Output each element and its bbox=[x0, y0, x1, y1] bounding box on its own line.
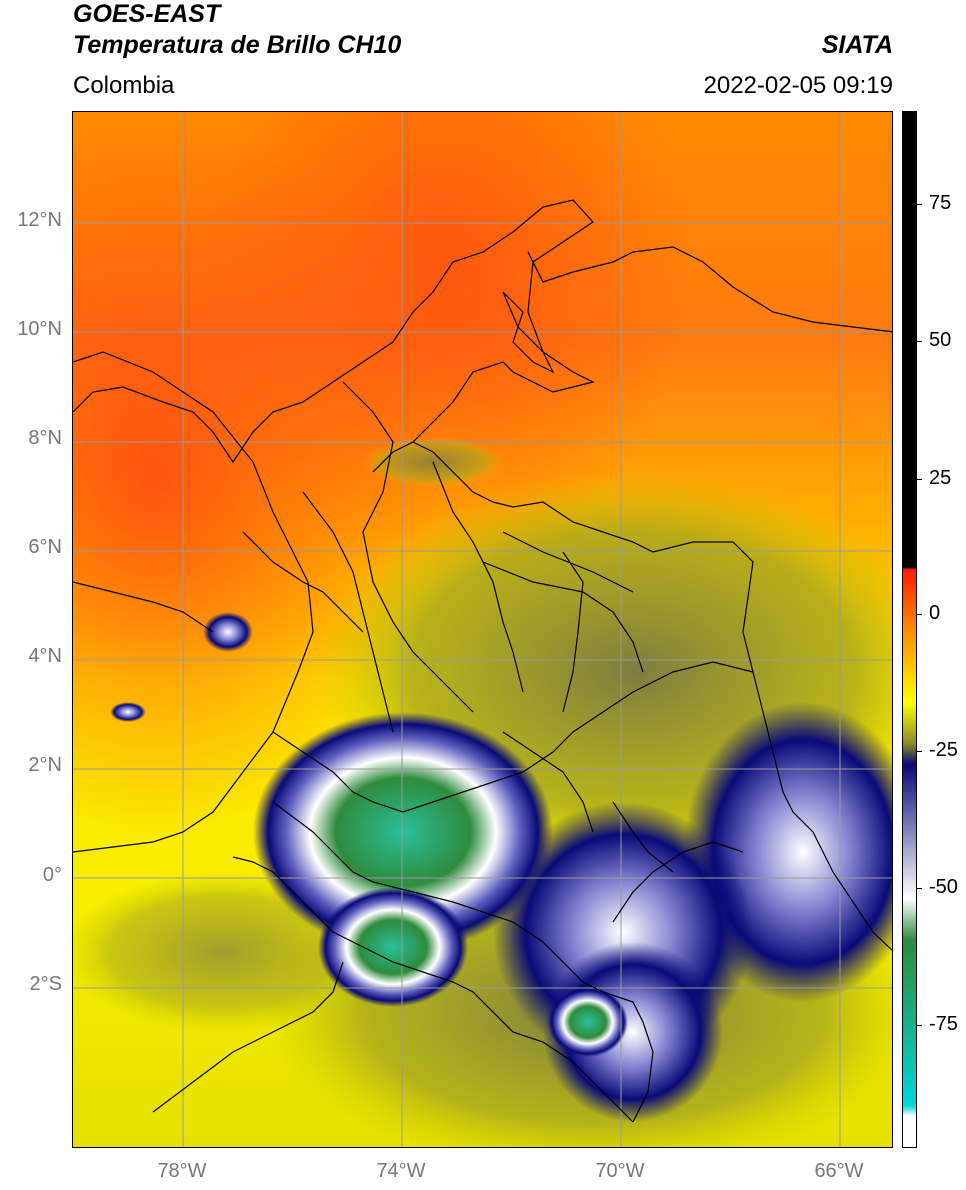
colorbar-tick bbox=[917, 751, 922, 752]
department-border-2 bbox=[432, 461, 524, 693]
colorbar-label: -50 bbox=[929, 876, 958, 898]
colorbar-label: -25 bbox=[929, 739, 958, 761]
colorbar-label: 0 bbox=[929, 602, 941, 624]
satellite-map bbox=[72, 111, 893, 1148]
satellite-title: GOES-EAST bbox=[73, 0, 221, 28]
lat-tick-label: 2°S bbox=[29, 973, 62, 995]
lat-tick-label: 2°N bbox=[28, 754, 62, 776]
ecuador-peru-border bbox=[272, 801, 654, 1123]
colorbar-tick bbox=[917, 1025, 922, 1026]
product-title: Temperatura de Brillo CH10 bbox=[73, 31, 402, 59]
department-border-9 bbox=[612, 841, 744, 923]
colorbar-label: 50 bbox=[929, 329, 952, 351]
department-border-3 bbox=[302, 491, 394, 733]
storm-core-small bbox=[548, 987, 628, 1057]
lat-tick-label: 8°N bbox=[28, 427, 62, 449]
colorbar-tick bbox=[917, 204, 922, 205]
storm-cell-coast bbox=[110, 702, 146, 722]
map-canvas bbox=[73, 112, 892, 1147]
lat-tick-label: 12°N bbox=[17, 209, 62, 231]
colorbar-label: 75 bbox=[929, 192, 952, 214]
colorbar-label: -75 bbox=[929, 1013, 958, 1035]
caribbean-coastline bbox=[73, 199, 595, 473]
lat-tick-label: 6°N bbox=[28, 536, 62, 558]
storm-core-main bbox=[253, 712, 553, 952]
brazil-border bbox=[812, 831, 892, 951]
venezuela-border bbox=[412, 441, 814, 833]
storm-core-south bbox=[318, 887, 468, 1007]
internal-border-a bbox=[272, 661, 754, 813]
lon-tick-label: 66°W bbox=[814, 1160, 864, 1182]
department-border-7 bbox=[502, 731, 594, 833]
venezuela-coast bbox=[527, 246, 892, 333]
lake-maracaibo bbox=[502, 291, 555, 374]
department-border-1 bbox=[342, 381, 474, 713]
borders bbox=[73, 199, 892, 1123]
pacific-coastline bbox=[73, 351, 314, 853]
datetime-label: 2022-02-05 09:19 bbox=[703, 72, 894, 99]
colorbar bbox=[902, 111, 917, 1148]
lat-tick-label: 4°N bbox=[28, 645, 62, 667]
colorbar-tick bbox=[917, 341, 922, 342]
colorbar-tick bbox=[917, 479, 922, 480]
colorbar-tick bbox=[917, 614, 922, 615]
lat-tick-label: 10°N bbox=[17, 318, 62, 340]
region-label: Colombia bbox=[73, 72, 175, 99]
department-border-5 bbox=[482, 561, 644, 673]
colorbar-tick bbox=[917, 888, 922, 889]
department-border-4 bbox=[242, 531, 364, 633]
lat-tick-label: 0° bbox=[42, 864, 62, 886]
department-border-10 bbox=[612, 801, 674, 873]
brand-label: SIATA bbox=[821, 31, 893, 59]
department-border-8 bbox=[562, 551, 584, 713]
colorbar-label: 25 bbox=[929, 467, 952, 489]
lon-tick-label: 78°W bbox=[157, 1160, 207, 1182]
storm-cell-pacific bbox=[203, 612, 253, 652]
lon-tick-label: 70°W bbox=[595, 1160, 645, 1182]
department-border-6 bbox=[502, 531, 634, 593]
peru-interior bbox=[152, 961, 344, 1113]
panama-coast bbox=[73, 581, 214, 633]
lon-tick-label: 74°W bbox=[376, 1160, 426, 1182]
southern-border bbox=[232, 856, 634, 1123]
gridlines bbox=[73, 112, 892, 1147]
